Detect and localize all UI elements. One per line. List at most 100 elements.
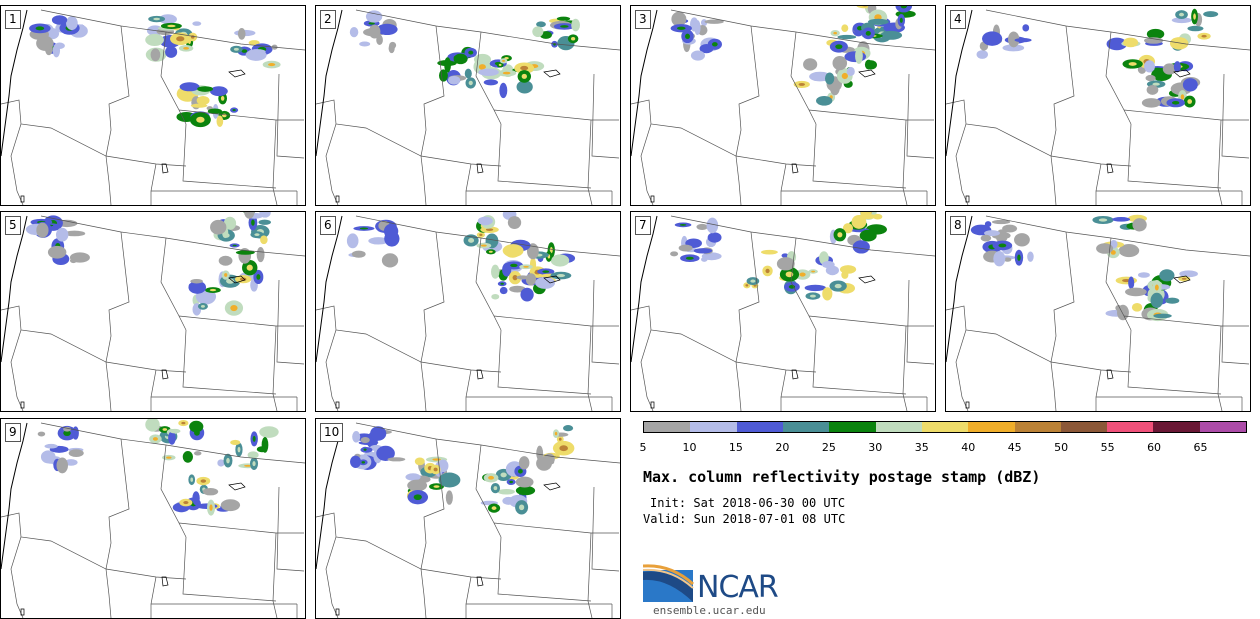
reflectivity-cell (351, 250, 366, 258)
reflectivity-cell (532, 26, 544, 38)
state-border (493, 522, 619, 534)
reflectivity-core (190, 477, 194, 482)
state-border (355, 422, 620, 464)
reflectivity-core (1110, 250, 1116, 255)
reflectivity-cell (247, 451, 259, 459)
reflectivity-core (413, 494, 422, 501)
reflectivity-core (359, 227, 369, 230)
state-border (10, 329, 24, 411)
colorbar-tick-label: 10 (682, 441, 697, 454)
map-canvas (316, 212, 620, 411)
reflectivity-cell (258, 219, 271, 225)
state-border (497, 123, 592, 189)
state-border (178, 315, 304, 327)
state-border (902, 119, 908, 205)
reflectivity-cell (520, 287, 534, 302)
state-border (1105, 31, 1132, 125)
reflectivity-cell (370, 426, 387, 441)
lake-outline (228, 275, 246, 284)
reflectivity-cell (984, 221, 992, 228)
colorbar-segment (829, 422, 876, 432)
reflectivity-cell (991, 219, 1011, 225)
state-border (150, 163, 157, 205)
reflectivity-cell (55, 227, 69, 242)
colorbar-tick-label: 5 (639, 441, 647, 454)
reflectivity-core (811, 270, 816, 273)
colorbar-tick-label: 65 (1193, 441, 1208, 454)
reflectivity-cell (261, 436, 269, 453)
logo-url: ensemble.ucar.edu (653, 604, 766, 617)
map-canvas (631, 6, 935, 205)
state-border (420, 361, 427, 411)
reflectivity-core (685, 256, 694, 260)
reflectivity-core (1181, 277, 1187, 280)
reflectivity-cell (190, 279, 203, 284)
reflectivity-cell (706, 217, 719, 234)
reflectivity-core (183, 46, 189, 50)
state-border (160, 31, 187, 125)
reflectivity-cell (1144, 60, 1155, 73)
colorbar-tick-label: 40 (961, 441, 976, 454)
reflectivity-core (1171, 100, 1180, 105)
reflectivity-core (1152, 82, 1160, 86)
state-border (475, 31, 502, 125)
reflectivity-cell (44, 443, 58, 449)
reflectivity-cell (841, 24, 849, 32)
reflectivity-cell (190, 103, 208, 108)
panel-1: 1 (0, 5, 306, 206)
reflectivity-cell (515, 476, 534, 488)
reflectivity-cell (388, 43, 395, 54)
reflectivity-cell (376, 23, 398, 36)
reflectivity-cell (880, 30, 903, 40)
state-border (1, 512, 187, 580)
coastline (1, 422, 28, 570)
state-border (735, 231, 760, 363)
state-border (906, 73, 935, 159)
state-border (150, 369, 157, 411)
init-time: Init: Sat 2018-06-30 00 UTC (650, 496, 846, 510)
state-border (272, 532, 278, 618)
reflectivity-cell (230, 439, 241, 446)
reflectivity-cell (1162, 63, 1177, 75)
state-border (1123, 109, 1249, 121)
panel-number: 8 (950, 216, 966, 235)
reflectivity-core (241, 49, 248, 53)
coastline (1, 215, 28, 363)
reflectivity-cell (169, 428, 181, 434)
reflectivity-core (209, 288, 217, 292)
colorbar-tick-label: 55 (1100, 441, 1115, 454)
reflectivity-cell (197, 86, 214, 92)
reflectivity-cell (846, 66, 855, 77)
state-border (493, 109, 619, 121)
colorbar-segment (1199, 422, 1247, 432)
state-border (1221, 279, 1250, 365)
coastline (946, 9, 973, 157)
state-border (631, 305, 817, 373)
reflectivity-core (509, 480, 513, 484)
reflectivity-core (478, 64, 486, 70)
reflectivity-cell (37, 431, 46, 437)
state-border (105, 568, 112, 618)
reflectivity-cell (525, 273, 537, 286)
reflectivity-cell (515, 485, 536, 496)
reflectivity-cell (368, 24, 381, 39)
reflectivity-core (498, 63, 502, 66)
reflectivity-cell (1014, 37, 1032, 43)
state-border (325, 329, 339, 411)
reflectivity-cell (1203, 11, 1219, 18)
state-border (420, 568, 427, 618)
reflectivity-cell (535, 276, 556, 289)
reflectivity-cell (145, 419, 160, 432)
lake-outline (335, 608, 340, 616)
reflectivity-core (899, 17, 903, 23)
reflectivity-cell (851, 214, 867, 229)
reflectivity-cell (518, 456, 530, 470)
reflectivity-cell (855, 48, 863, 64)
reflectivity-cell (376, 34, 383, 46)
reflectivity-core (841, 72, 848, 80)
reflectivity-cell (490, 264, 500, 279)
reflectivity-cell (1187, 25, 1204, 32)
reflectivity-cell (1123, 37, 1139, 48)
state-border (1221, 73, 1250, 159)
lake-outline (335, 195, 340, 203)
